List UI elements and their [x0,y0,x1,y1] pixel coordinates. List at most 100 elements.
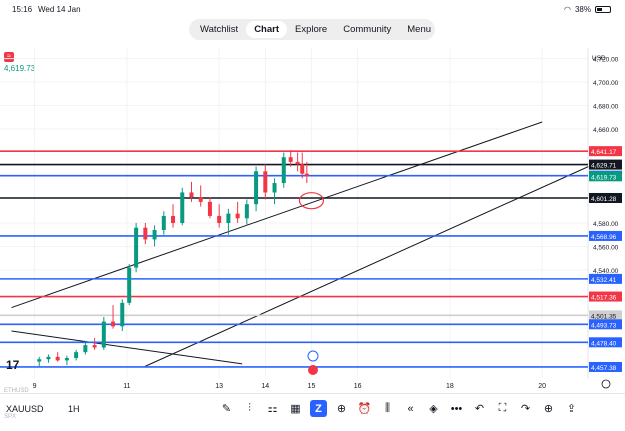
status-date: Wed 14 Jan [38,5,81,14]
fullscreen-icon[interactable]: ⛶ [498,402,507,414]
layout-icon[interactable]: ▦ [290,403,301,415]
x-tick-label: 15 [308,383,316,390]
symbol-label[interactable]: XAUUSD [6,404,44,414]
candle-body [300,164,305,174]
level-price-badge [589,310,622,321]
level-price-badge [589,192,622,203]
header-price: 4,619.73 [4,64,36,73]
candle-body [101,321,106,348]
indicators-icon[interactable]: ⫶ [248,402,251,414]
level-price-badge [589,146,622,157]
level-price-label: 4,568.96 [591,234,617,241]
last-price-badge [589,171,622,182]
level-price-badge [589,291,622,302]
x-tick-label: 11 [123,383,130,390]
candle-body [143,227,148,240]
y-tick-label: 4,540.00 [593,268,619,275]
x-tick-label: 16 [354,383,362,390]
alert-icon[interactable]: ≈ [4,52,14,62]
candle-body [180,192,185,223]
candle-body [152,230,157,240]
candle-body [217,215,222,223]
tab-watchlist[interactable]: Watchlist [200,24,239,35]
last-price-label: 4,619.73 [591,174,617,181]
candles-icon[interactable]: ⫼ [384,402,391,414]
add-alert-icon[interactable]: ⊕ [543,403,554,415]
undo-icon[interactable]: ↶ [474,403,485,415]
level-price-label: 4,532.41 [591,277,617,284]
tab-explore[interactable]: Explore [295,24,328,35]
candle-body [288,157,293,162]
event-flag-us-icon [308,365,318,375]
settings-icon [601,379,611,389]
status-bar: 15:16 Wed 14 Jan ◠ 38% [0,0,625,18]
add-icon[interactable]: ⊕ [336,403,347,415]
candle-body [198,197,203,202]
hint-symbol-2: SPX [4,414,17,420]
candle-body [226,213,231,223]
trend-line [145,166,589,367]
y-tick-label: 4,560.00 [593,244,619,251]
x-tick-label: 18 [446,383,454,390]
tab-menu[interactable]: Menu [407,24,432,35]
candle-body [83,345,88,353]
y-tick-label: 4,660.00 [593,127,619,134]
draw-pen-icon[interactable]: ✎ [221,403,232,415]
currency-label: USD [592,55,606,62]
candle-body [111,321,116,327]
trend-line [11,121,543,309]
level-price-label: 4,493.73 [591,322,617,329]
tool-group: ✎ ⫶ ⚏ ▦ Z ⊕ ⏰ ⫼ « ◈ ••• ↶ ⛶ ↷ ⊕ ⇪ [218,400,580,417]
candle-body [244,204,249,219]
candle-body [171,215,176,223]
templates-icon[interactable]: ⚏ [267,403,278,415]
level-price-label: 4,629.71 [591,163,617,170]
level-price-label: 4,517.36 [591,295,617,302]
level-price-badge [589,361,622,372]
x-tick-label: 14 [261,383,269,390]
candle-body [37,359,42,362]
alarm-icon[interactable]: ⏰ [357,403,372,415]
event-flash-icon [307,350,319,362]
magnet-icon[interactable]: Z [310,400,327,417]
level-price-label: 4,457.38 [591,365,617,372]
layers-icon[interactable]: ◈ [429,403,438,415]
status-time: 15:16 [12,5,33,14]
trend-line [11,330,243,365]
y-tick-label: 4,680.00 [593,104,619,111]
candle-body [272,183,277,193]
share-icon[interactable]: ⇪ [566,403,577,415]
timeframe-label[interactable]: 1H [68,404,80,414]
candle-body [304,173,309,177]
y-tick-label: 4,720.00 [593,57,619,64]
level-price-badge [589,273,622,284]
candle-body [281,157,286,184]
y-tick-label: 4,700.00 [593,80,619,87]
level-price-badge [589,337,622,348]
hint-symbol-1: ETHUSD [4,388,29,394]
candle-body [64,358,69,361]
candle-body [55,356,60,361]
tab-chart[interactable]: Chart [246,21,287,38]
x-tick-label: 13 [215,383,223,390]
level-price-label: 4,501.35 [591,313,617,320]
candle-body [92,345,97,348]
tab-community[interactable]: Community [343,24,392,35]
more-icon[interactable]: ••• [450,402,463,415]
level-price-label: 4,478.40 [591,340,617,347]
candle-body [295,161,300,165]
candle-body [161,215,166,231]
chart-area[interactable]: 9 11 13 14 15 16 18 20 4,720.00 4,700.00 4,680.00 4… [0,48,625,393]
battery-percent: 38% [574,5,591,14]
wifi-icon: ◠ [564,5,571,14]
bottom-toolbar: ETHUSD SPX XAUUSD 1H ✎ ⫶ ⚏ ▦ Z ⊕ ⏰ ⫼ « ◈… [0,388,625,431]
candle-body [74,352,79,359]
level-price-badge [589,319,622,330]
level-price-badge [589,159,622,170]
redo-icon[interactable]: ↷ [520,403,531,415]
candle-body [254,171,259,205]
candle-body [120,302,125,327]
replay-icon[interactable]: « [407,402,414,415]
tradingview-logo-icon: 17 [6,358,20,372]
price-chart[interactable]: 9 11 13 14 15 16 18 20 4,720.00 4,700.00 4,680.00 4… [0,48,625,393]
